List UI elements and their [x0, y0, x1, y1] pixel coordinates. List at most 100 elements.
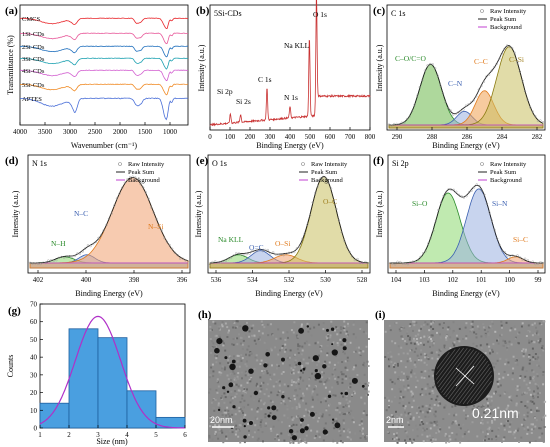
tem-grain [251, 420, 254, 423]
raw-point [216, 261, 219, 264]
hrtem-grain [430, 421, 433, 424]
tem-grain [353, 351, 356, 353]
hrtem-grain [527, 358, 530, 361]
hrtem-grain [415, 381, 418, 384]
tem-grain [290, 416, 293, 419]
tem-grain [241, 394, 244, 397]
hrtem-grain [415, 338, 418, 340]
tem-grain [324, 422, 327, 425]
peak-label-c1s: C 1s [258, 75, 272, 84]
panel-g-x-tick-label: 2 [67, 431, 71, 439]
tem-grain [312, 416, 315, 419]
raw-point [388, 262, 392, 265]
tem-grain [352, 416, 355, 419]
hrtem-grain [532, 356, 535, 359]
legend-label-2: Background [490, 177, 523, 184]
tem-grain [231, 343, 233, 346]
tem-grain [365, 345, 368, 348]
hrtem-grain [516, 429, 519, 432]
hrtem-grain [425, 404, 428, 407]
panel-c-xlabel: Binding Energy (eV) [432, 141, 500, 150]
raw-point [65, 256, 68, 259]
hrtem-grain [521, 393, 524, 396]
raw-point [462, 196, 465, 199]
hrtem-grain [388, 324, 391, 327]
tem-grain [230, 390, 233, 393]
hrtem-grain [434, 410, 437, 413]
hrtem-grain [514, 385, 517, 388]
tem-grain [257, 429, 260, 431]
raw-point [364, 260, 367, 264]
tem-grain [215, 345, 217, 348]
tem-grain [299, 398, 302, 401]
hrtem-grain [513, 431, 516, 434]
hrtem-grain [402, 352, 405, 355]
hrtem-grain [453, 341, 456, 344]
tem-grain [270, 323, 272, 326]
hrtem-grain [537, 356, 540, 359]
raw-point [340, 231, 343, 234]
hrtem-grain [532, 358, 535, 361]
tem-dot [332, 418, 335, 421]
tem-grain [300, 358, 303, 361]
hrtem-grain [541, 418, 544, 421]
hrtem-grain [528, 381, 531, 384]
peak-label-o1s: O 1s [313, 10, 327, 19]
hrtem-grain [537, 364, 540, 367]
hrtem-grain [483, 411, 486, 414]
raw-point [418, 85, 421, 89]
tem-grain [224, 409, 227, 412]
tem-grain [276, 433, 279, 436]
hrtem-grain [525, 383, 528, 386]
hrtem-grain [502, 438, 505, 441]
raw-point [511, 254, 514, 257]
hrtem-grain [409, 349, 412, 352]
hrtem-grain [512, 433, 515, 436]
tem-grain [287, 434, 290, 437]
raw-point [173, 251, 176, 254]
tem-dot [267, 414, 271, 418]
hrtem-grain [410, 342, 413, 345]
hrtem-grain [403, 327, 406, 329]
tem-grain [364, 388, 367, 391]
raw-point [413, 103, 416, 106]
hrtem-grain [408, 401, 411, 404]
hrtem-grain [429, 421, 432, 424]
tem-grain [307, 424, 310, 427]
hrtem-grain [464, 431, 467, 434]
hrtem-grain [499, 384, 502, 387]
raw-point [523, 257, 527, 260]
tem-grain [290, 440, 293, 443]
tem-grain [340, 343, 343, 346]
tem-grain [241, 343, 244, 346]
raw-point [324, 177, 327, 180]
raw-point [390, 124, 393, 127]
hrtem-grain [500, 320, 503, 323]
hrtem-grain [445, 409, 447, 412]
tem-grain [255, 368, 258, 371]
tem-grain [255, 342, 257, 345]
tem-grain [241, 409, 244, 412]
tem-grain [237, 435, 240, 438]
tem-grain [290, 433, 293, 436]
raw-point [353, 259, 356, 262]
hrtem-grain [476, 435, 479, 438]
hrtem-grain [389, 357, 392, 360]
legend-label-2: Background [490, 24, 523, 31]
tem-grain [345, 332, 348, 335]
hrtem-grain [482, 431, 484, 434]
panel-f-x-tick-label: 102 [448, 276, 459, 284]
hrtem-grain [507, 420, 509, 422]
hrtem-grain [504, 342, 507, 344]
hrtem-grain [384, 424, 387, 427]
hrtem-grain [536, 406, 539, 409]
legend-label-1: Peak Sum [490, 169, 516, 176]
hrtem-grain [417, 343, 420, 346]
tem-grain [209, 329, 212, 332]
hrtem-grain [442, 327, 444, 329]
hrtem-grain [389, 329, 392, 332]
tem-grain [210, 366, 213, 369]
hrtem-grain [487, 332, 490, 335]
